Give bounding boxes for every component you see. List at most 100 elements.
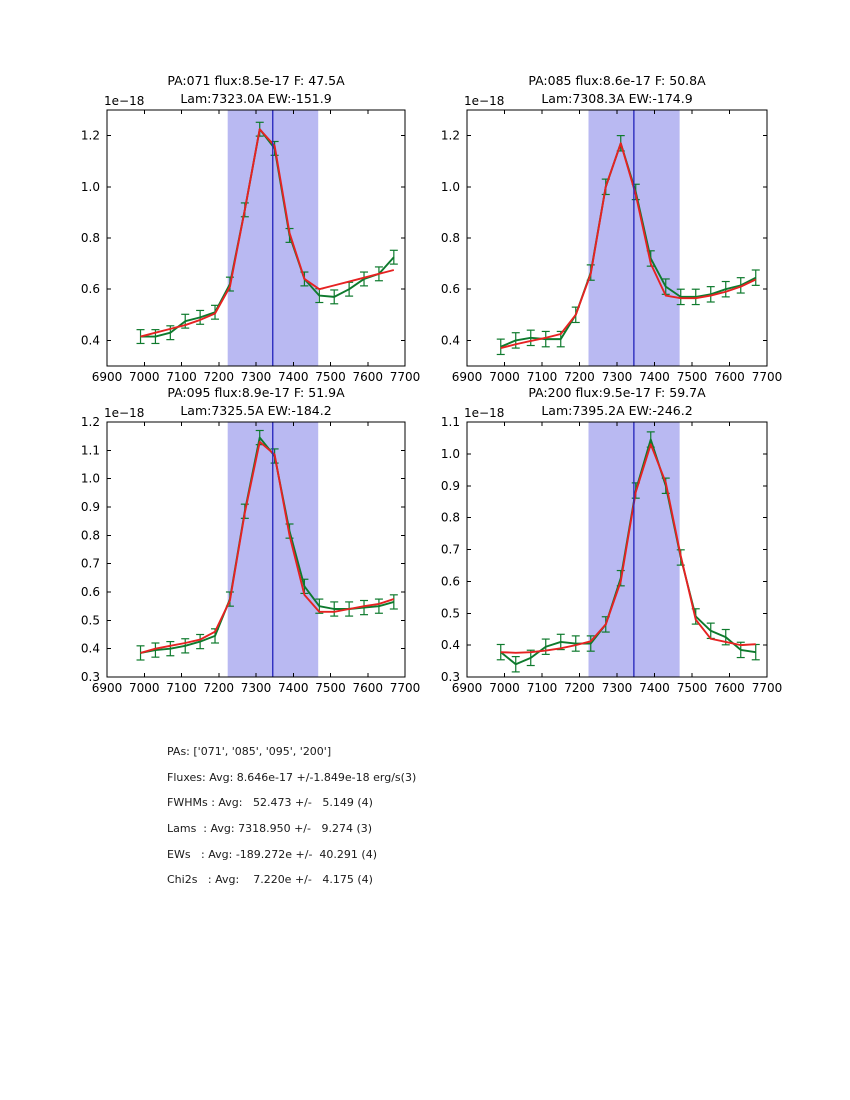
stats-ews: EWs : Avg: -189.272e +/- 40.291 (4) <box>167 847 377 861</box>
y-tick-label: 1.2 <box>81 129 100 143</box>
x-tick-label: 7000 <box>129 370 160 384</box>
y-axis-offset-label-pa200: 1e−18 <box>464 406 505 420</box>
tick-marks <box>106 421 406 678</box>
stats-lams: Lams : Avg: 7318.950 +/- 9.274 (3) <box>167 822 373 836</box>
x-tick-label: 7000 <box>129 681 160 695</box>
stats-fwhms: FWHMs : Avg: 52.473 +/- 5.149 (4) <box>167 796 373 810</box>
tick-labels: 6900 7000 7100 7200 7300 7400 7500 7600 7700 0.4 0… <box>81 129 420 384</box>
y-tick-label: 0.8 <box>81 528 100 542</box>
subplot-title-pa200-line1: PA:200 flux:9.5e-17 F: 59.7A <box>528 385 706 400</box>
tick-marks <box>466 421 768 678</box>
subplot-title-pa095-line2: Lam:7325.5A EW:-184.2 <box>180 403 332 418</box>
y-tick-label: 0.8 <box>441 511 460 525</box>
subplot-title-pa071-line1: PA:071 flux:8.5e-17 F: 47.5A <box>167 73 345 88</box>
y-tick-label: 0.4 <box>441 333 460 347</box>
tick-marks <box>466 110 768 366</box>
summary-stats-block: PAs: ['071', '085', '095', '200'] Fluxes… <box>167 745 416 899</box>
x-tick-label: 6900 <box>92 681 123 695</box>
y-tick-label: 0.6 <box>441 574 460 588</box>
x-tick-label: 7700 <box>752 681 783 695</box>
y-axis-offset-label-pa071: 1e−18 <box>104 94 145 108</box>
subplot-title-pa071-line2: Lam:7323.0A EW:-151.9 <box>180 91 332 106</box>
x-tick-label: 7700 <box>752 370 783 384</box>
x-tick-label: 7300 <box>241 370 272 384</box>
x-tick-label: 7700 <box>390 681 421 695</box>
fit-line <box>140 128 395 338</box>
x-tick-label: 7500 <box>677 681 708 695</box>
subplot-pa-095: 6900 7000 7100 7200 7300 7400 7500 7600 7700 0.3 0… <box>81 415 420 695</box>
y-axis-offset-label-pa085: 1e−18 <box>464 94 505 108</box>
x-tick-label: 7400 <box>639 370 670 384</box>
y-tick-label: 1.0 <box>441 180 460 194</box>
y-tick-label: 0.6 <box>81 282 100 296</box>
x-tick-label: 6900 <box>452 681 483 695</box>
y-tick-label: 1.2 <box>81 415 100 429</box>
x-tick-label: 7000 <box>489 681 520 695</box>
stats-pas: PAs: ['071', '085', '095', '200'] <box>167 745 332 758</box>
y-tick-label: 0.9 <box>81 500 100 514</box>
tick-labels: 6900 7000 7100 7200 7300 7400 7500 7600 7700 0.3 0… <box>441 415 782 695</box>
y-tick-label: 0.6 <box>441 282 460 296</box>
subplot-title-pa200-line2: Lam:7395.2A EW:-246.2 <box>541 403 693 418</box>
y-tick-label: 0.5 <box>441 606 460 620</box>
x-tick-label: 7100 <box>166 370 197 384</box>
stats-chi2s: Chi2s : Avg: 7.220e +/- 4.175 (4) <box>167 873 373 887</box>
tick-marks <box>106 110 406 366</box>
x-tick-label: 7200 <box>203 681 234 695</box>
x-tick-label: 7100 <box>527 370 558 384</box>
x-tick-label: 6900 <box>452 370 483 384</box>
x-tick-label: 7300 <box>241 681 272 695</box>
y-tick-label: 0.6 <box>81 585 100 599</box>
x-tick-label: 7200 <box>203 370 234 384</box>
subplot-title-pa085-line1: PA:085 flux:8.6e-17 F: 50.8A <box>528 73 706 88</box>
x-tick-label: 6900 <box>92 370 123 384</box>
y-tick-label: 0.4 <box>81 642 100 656</box>
y-tick-label: 1.0 <box>81 472 100 486</box>
subplot-pa-071: 6900 7000 7100 7200 7300 7400 7500 7600 7700 0.4 0… <box>81 109 420 384</box>
x-tick-label: 7500 <box>315 370 346 384</box>
stats-fluxes: Fluxes: Avg: 8.646e-17 +/-1.849e-18 erg/… <box>167 770 417 784</box>
y-tick-label: 1.2 <box>441 129 460 143</box>
x-tick-label: 7000 <box>489 370 520 384</box>
x-tick-label: 7100 <box>527 681 558 695</box>
y-tick-label: 0.3 <box>441 670 460 684</box>
y-tick-label: 0.9 <box>441 479 460 493</box>
y-tick-label: 0.4 <box>81 333 100 347</box>
y-tick-label: 1.0 <box>441 447 460 461</box>
fit-line <box>500 142 757 350</box>
fit-line <box>500 443 756 654</box>
x-tick-label: 7300 <box>602 681 633 695</box>
x-tick-label: 7500 <box>315 681 346 695</box>
x-tick-label: 7200 <box>564 681 595 695</box>
y-tick-label: 0.7 <box>81 557 100 571</box>
x-tick-label: 7100 <box>166 681 197 695</box>
subplot-title-pa095-line1: PA:095 flux:8.9e-17 F: 51.9A <box>167 385 345 400</box>
x-tick-label: 7600 <box>352 681 383 695</box>
subplot-pa-085: 6900 7000 7100 7200 7300 7400 7500 7600 7700 0.4 0… <box>441 109 782 384</box>
y-tick-label: 0.4 <box>441 638 460 652</box>
x-tick-label: 7600 <box>714 370 745 384</box>
y-tick-label: 0.8 <box>441 231 460 245</box>
tick-labels: 6900 7000 7100 7200 7300 7400 7500 7600 7700 0.3 0… <box>81 415 420 695</box>
x-tick-label: 7700 <box>390 370 421 384</box>
x-tick-label: 7200 <box>564 370 595 384</box>
y-tick-label: 0.8 <box>81 231 100 245</box>
y-tick-label: 1.1 <box>441 415 460 429</box>
y-tick-label: 0.3 <box>81 670 100 684</box>
fit-line <box>140 440 395 654</box>
x-tick-label: 7400 <box>639 681 670 695</box>
y-tick-label: 0.7 <box>441 543 460 557</box>
x-tick-label: 7400 <box>278 681 309 695</box>
tick-labels: 6900 7000 7100 7200 7300 7400 7500 7600 7700 0.4 0… <box>441 129 782 384</box>
y-tick-label: 0.5 <box>81 613 100 627</box>
x-tick-label: 7400 <box>278 370 309 384</box>
x-tick-label: 7600 <box>714 681 745 695</box>
y-tick-label: 1.0 <box>81 180 100 194</box>
x-tick-label: 7600 <box>352 370 383 384</box>
y-axis-offset-label-pa095: 1e−18 <box>104 406 145 420</box>
subplot-title-pa085-line2: Lam:7308.3A EW:-174.9 <box>541 91 693 106</box>
x-tick-label: 7300 <box>602 370 633 384</box>
subplot-pa-200: 6900 7000 7100 7200 7300 7400 7500 7600 7700 0.3 0… <box>441 415 782 695</box>
